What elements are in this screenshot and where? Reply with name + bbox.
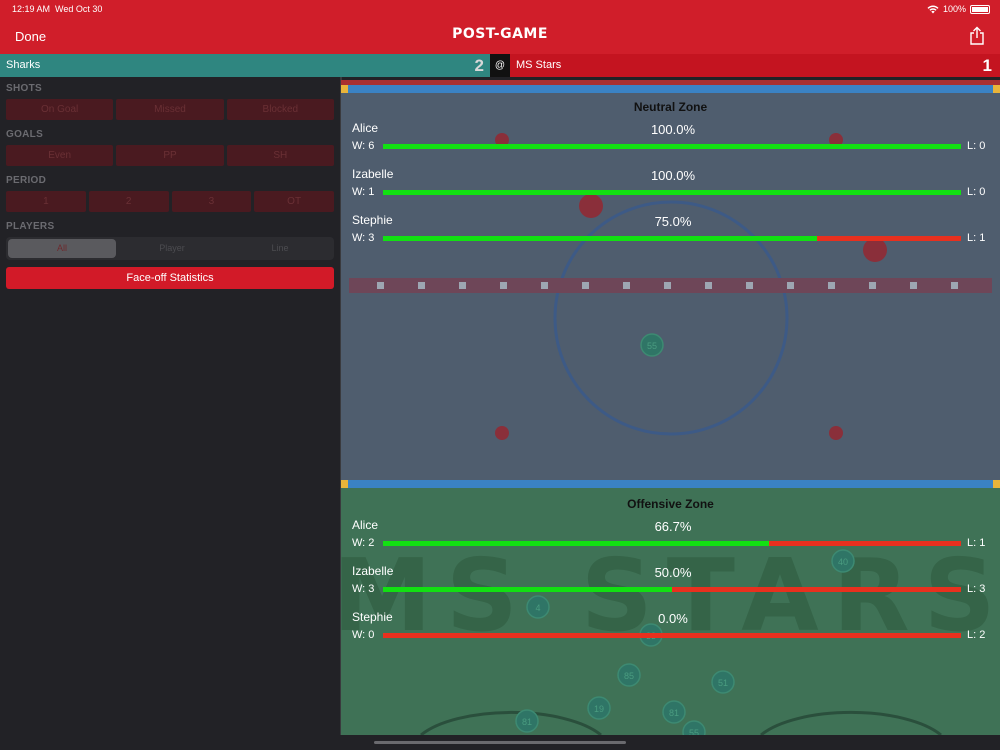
jersey-marker: 55 — [689, 728, 699, 735]
player-name: Stephie — [352, 213, 393, 227]
zone-corner-marker — [341, 85, 348, 93]
wins-count: W: 1 — [352, 186, 375, 198]
shots-label: SHOTS — [6, 83, 42, 94]
wins-count: W: 6 — [352, 140, 375, 152]
filter-period-ot[interactable]: OT — [254, 191, 334, 212]
zone-title: Offensive Zone — [627, 497, 714, 511]
losses-count: L: 2 — [967, 629, 986, 641]
away-team-bar: MS Stars 1 — [510, 54, 1000, 77]
jersey-marker: 85 — [624, 671, 634, 681]
home-team-name: Sharks — [6, 59, 41, 71]
wins-count: W: 0 — [352, 629, 375, 641]
win-percentage: 75.0% — [654, 214, 692, 229]
players-tab-all[interactable]: All — [8, 239, 116, 258]
win-percentage: 66.7% — [654, 519, 692, 534]
goals-label: GOALS — [6, 129, 44, 140]
zone-corner-marker — [993, 480, 1000, 488]
filter-period-2[interactable]: 2 — [88, 191, 169, 212]
away-team-name: MS Stars — [516, 59, 562, 71]
faceoff-bar — [383, 144, 961, 149]
filter-blocked[interactable]: Blocked — [226, 99, 334, 120]
neutral-zone-panel: 55 Neutral Zone Alice 100.0% W: 6 L: 0 I… — [341, 80, 1000, 480]
share-icon[interactable] — [968, 26, 986, 46]
home-indicator[interactable] — [374, 741, 626, 744]
zone-title: Neutral Zone — [633, 100, 708, 114]
period-label: PERIOD — [6, 175, 47, 186]
player-name: Alice — [352, 121, 379, 135]
battery-percent: 100% — [942, 4, 966, 14]
jersey-marker: 81 — [669, 708, 679, 718]
status-right: 100% — [927, 4, 990, 14]
zone-corner-marker — [341, 480, 348, 488]
neutral-zone-markings: 55 — [341, 80, 1000, 440]
player-name: Stephie — [352, 610, 393, 624]
at-separator: @ — [490, 54, 510, 77]
losses-count: L: 0 — [967, 186, 986, 198]
filter-on-goal[interactable]: On Goal — [6, 99, 114, 120]
faceoff-bar — [383, 190, 961, 195]
page-title: POST-GAME — [452, 26, 548, 42]
battery-icon — [970, 4, 990, 14]
faceoff-bar — [383, 541, 961, 546]
filter-period-3[interactable]: 3 — [171, 191, 252, 212]
wins-count: W: 3 — [352, 583, 375, 595]
shots-filter: On Goal Missed Blocked — [6, 99, 334, 120]
players-tab-line[interactable]: Line — [271, 243, 289, 253]
scoreboard: Sharks 2 @ MS Stars 1 — [0, 54, 1000, 77]
status-time: 12:19 AM Wed Oct 30 — [12, 4, 103, 14]
faceoff-bar — [383, 633, 961, 638]
win-fill — [383, 190, 961, 195]
offensive-zone-panel: MS STARS 40 4 33 85 51 19 81 81 55 — [341, 480, 1000, 735]
faceoff-bar — [383, 587, 961, 592]
status-bar: 12:19 AM Wed Oct 30 100% — [0, 0, 1000, 18]
players-segmented-control: All Player Line — [6, 237, 334, 260]
win-percentage: 50.0% — [654, 565, 692, 580]
win-fill — [383, 587, 672, 592]
jersey-marker: 51 — [718, 678, 728, 688]
navigation-bar: Done POST-GAME — [0, 18, 1000, 54]
rink-stats-panel: 55 Neutral Zone Alice 100.0% W: 6 L: 0 I… — [341, 80, 1000, 735]
win-fill — [383, 144, 961, 149]
filter-period-1[interactable]: 1 — [6, 191, 86, 212]
jersey-marker: 40 — [838, 557, 848, 567]
filter-sh[interactable]: SH — [226, 145, 334, 166]
win-percentage: 100.0% — [650, 168, 696, 183]
player-name: Izabelle — [352, 564, 394, 578]
faceoff-statistics-button[interactable]: Face-off Statistics — [6, 267, 334, 289]
filter-even[interactable]: Even — [6, 145, 114, 166]
wifi-icon — [927, 5, 939, 13]
jersey-marker: 4 — [535, 603, 540, 613]
jersey-marker: 55 — [647, 341, 657, 351]
jersey-marker: 81 — [522, 717, 532, 727]
win-fill — [383, 541, 769, 546]
period-filter: 1 2 3 OT — [6, 191, 334, 212]
done-button[interactable]: Done — [15, 29, 47, 44]
win-fill — [383, 236, 817, 241]
away-team-score: 1 — [982, 56, 992, 75]
players-label: PLAYERS — [6, 221, 55, 232]
home-team-score: 2 — [474, 56, 484, 75]
losses-count: L: 1 — [967, 537, 986, 549]
jersey-marker: 19 — [594, 704, 604, 714]
losses-count: L: 1 — [967, 232, 986, 244]
blue-line — [341, 480, 1000, 488]
filter-missed[interactable]: Missed — [116, 99, 224, 120]
filter-sidebar: SHOTS On Goal Missed Blocked GOALS Even … — [0, 77, 340, 750]
losses-count: L: 3 — [967, 583, 986, 595]
zone-corner-marker — [993, 85, 1000, 93]
losses-count: L: 0 — [967, 140, 986, 152]
players-tab-player[interactable]: Player — [159, 243, 185, 253]
goals-filter: Even PP SH — [6, 145, 334, 166]
home-team-bar: Sharks 2 — [0, 54, 490, 77]
wins-count: W: 3 — [352, 232, 375, 244]
faceoff-bar — [383, 236, 961, 241]
win-percentage: 0.0% — [658, 611, 688, 626]
wins-count: W: 2 — [352, 537, 375, 549]
blue-line — [341, 85, 1000, 93]
player-name: Izabelle — [352, 167, 394, 181]
filter-pp[interactable]: PP — [116, 145, 224, 166]
win-percentage: 100.0% — [650, 122, 696, 137]
player-name: Alice — [352, 518, 379, 532]
